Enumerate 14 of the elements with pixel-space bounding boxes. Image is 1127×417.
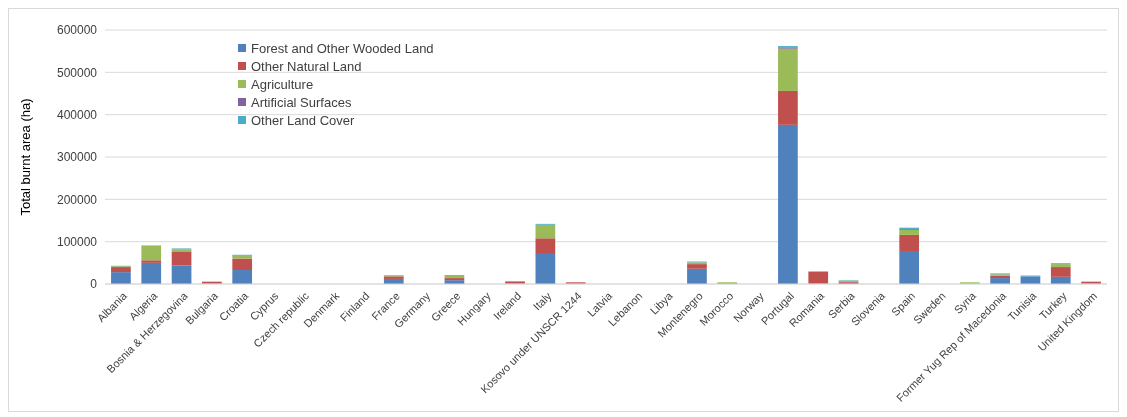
legend-label: Artificial Surfaces [251,94,352,110]
x-tick-label: Italy [530,289,554,313]
y-tick-label: 200000 [56,192,98,207]
y-tick-label: 100000 [56,234,98,249]
y-axis-title: Total burnt area (ha) [18,98,33,216]
y-tick-label: 500000 [56,65,98,80]
y-tick-label: 0 [90,277,98,292]
legend-label: Other Land Cover [251,112,355,128]
y-tick-label: 300000 [56,150,98,165]
legend-label: Other Natural Land [251,58,362,74]
y-tick-label: 400000 [56,107,98,122]
legend-label: Agriculture [251,76,314,92]
y-tick-label: 600000 [56,23,98,38]
legend-label: Forest and Other Wooded Land [251,40,434,56]
